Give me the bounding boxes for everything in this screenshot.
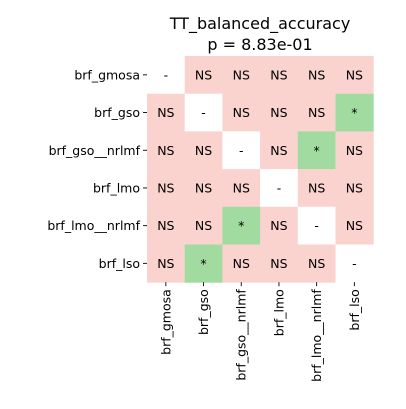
cell-label: NS (233, 256, 250, 271)
heatmap-cell (297, 56, 336, 95)
heatmap-cell (260, 131, 299, 170)
column-tick-label: brf_gso (196, 289, 211, 335)
heatmap-cell (147, 131, 186, 170)
cell-label: NS (195, 67, 212, 82)
cell-label: NS (157, 143, 174, 158)
cell-label: NS (270, 143, 287, 158)
column-tick-label: brf_gmosa (158, 289, 173, 355)
cell-label: - (239, 143, 244, 158)
cell-label: - (201, 105, 206, 120)
cell-label: * (238, 218, 244, 233)
cell-label: - (314, 218, 319, 233)
heatmap-cell (147, 93, 186, 132)
column-tick-label: brf_lmo (271, 289, 286, 336)
heatmap-cell (222, 56, 261, 95)
heatmap-cell (222, 93, 261, 132)
row-tick-label: brf_gmosa (74, 67, 140, 82)
heatmap-cell (297, 93, 336, 132)
cell-label: - (164, 67, 169, 82)
heatmap-cell (297, 169, 336, 208)
row-tick-labels: brf_gmosa brf_gso brf_gso__nrlmf brf_lmobrf… (47, 67, 147, 271)
heatmap-cell (260, 206, 299, 245)
heatmap-cell (297, 244, 336, 283)
heatmap-cell (260, 244, 299, 283)
column-tick-label: brf_lmo__nrlmf (309, 289, 324, 382)
heatmap-cell (335, 244, 374, 283)
cell-label: NS (308, 256, 325, 271)
cell-label: NS (308, 105, 325, 120)
heatmap-cell (147, 56, 186, 95)
heatmap-cell (184, 169, 223, 208)
cell-label: - (352, 256, 357, 271)
cell-label: NS (195, 180, 212, 195)
heatmap-cell (147, 244, 186, 283)
heatmap-cell (260, 169, 299, 208)
heatmap-cell (147, 169, 186, 208)
heatmap-cell (260, 93, 299, 132)
cell-label: NS (195, 143, 212, 158)
heatmap-cell (222, 244, 261, 283)
heatmap-cell (184, 56, 223, 95)
cell-label: * (351, 105, 357, 120)
cell-label: * (200, 256, 206, 271)
cell-label: NS (233, 180, 250, 195)
heatmap-cell (335, 93, 374, 132)
heatmap-cells: - NS NS NS NS NS NS - NS NS NS * NS NS - NS * NS NS NS NS - NS… (147, 56, 374, 283)
cell-label: NS (270, 67, 287, 82)
heatmap-cell (260, 56, 299, 95)
column-tick-labels: brf_gmosa brf_gso brf_gso__nrlmf brf_lmo brf… (158, 282, 362, 382)
cell-label: NS (233, 105, 250, 120)
heatmap-cell (335, 206, 374, 245)
cell-label: NS (270, 256, 287, 271)
heatmap-cell (222, 206, 261, 245)
heatmap-cell (184, 131, 223, 170)
heatmap-cell (147, 206, 186, 245)
column-tick-label: brf_gso__nrlmf (234, 289, 249, 381)
row-tick-label: brf_lso (99, 256, 140, 271)
cell-label: NS (157, 218, 174, 233)
row-tick-label: brf_lmo__nrlmf (47, 218, 140, 233)
heatmap-cell (222, 131, 261, 170)
cell-label: NS (346, 67, 363, 82)
cell-label: NS (233, 67, 250, 82)
heatmap-cell (184, 206, 223, 245)
heatmap-cell (297, 206, 336, 245)
row-tick-label: brf_gso__nrlmf (49, 143, 141, 158)
heatmap-cell (335, 131, 374, 170)
row-tick-label: brf_gso (94, 105, 140, 120)
cell-label: NS (346, 180, 363, 195)
cell-label: NS (195, 218, 212, 233)
cell-label: NS (157, 256, 174, 271)
cell-label: NS (346, 143, 363, 158)
row-tick-label: brf_lmo (93, 180, 140, 195)
cell-label: * (314, 143, 320, 158)
chart-subtitle: p = 8.83e-01 (207, 35, 312, 54)
cell-label: NS (157, 105, 174, 120)
cell-label: NS (157, 180, 174, 195)
cell-label: NS (346, 218, 363, 233)
cell-label: - (277, 180, 282, 195)
heatmap-cell (222, 169, 261, 208)
heatmap-cell (184, 93, 223, 132)
cell-label: NS (308, 180, 325, 195)
column-tick-label: brf_lso (347, 289, 362, 330)
cell-label: NS (270, 105, 287, 120)
cell-label: NS (270, 218, 287, 233)
heatmap-cell (335, 169, 374, 208)
chart-title: TT_balanced_accuracy (169, 14, 351, 34)
heatmap-cell (297, 131, 336, 170)
heatmap-cell (335, 56, 374, 95)
heatmap-cell (184, 244, 223, 283)
cell-label: NS (308, 67, 325, 82)
